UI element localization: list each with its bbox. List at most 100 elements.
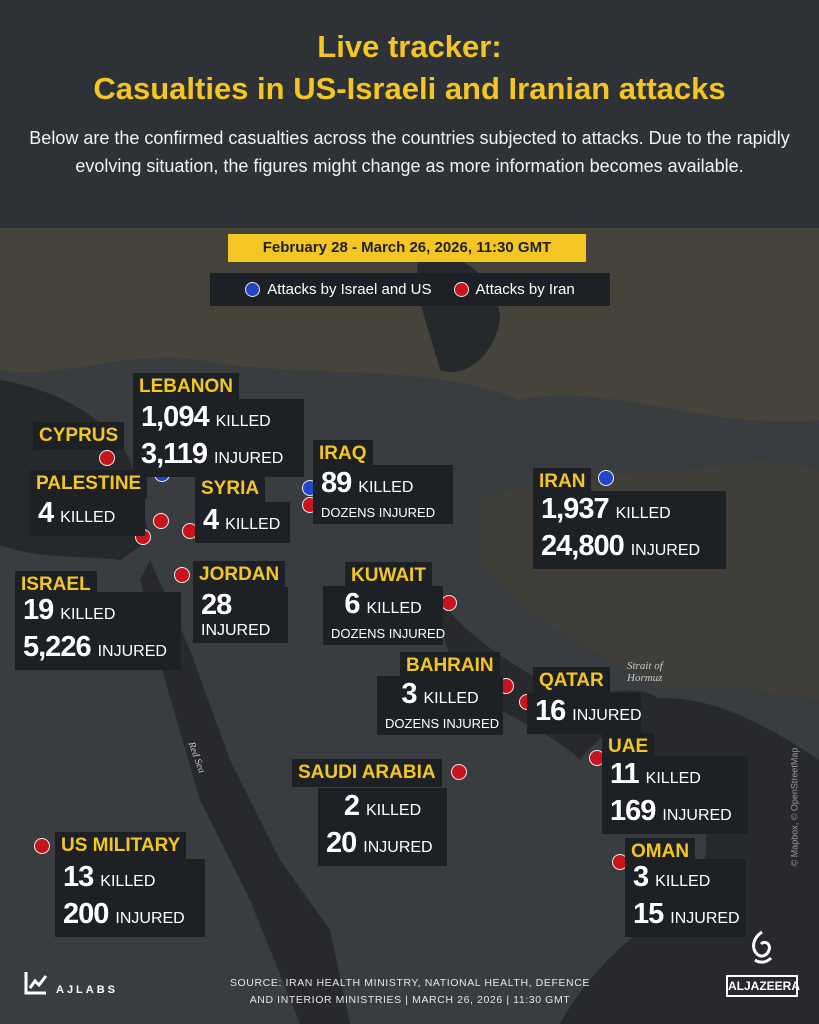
killed-count: 4	[38, 497, 54, 529]
label-bahrain: BAHRAIN	[400, 652, 500, 680]
card-lebanon: 1,094 KILLED 3,119 INJURED	[133, 399, 304, 477]
injured-count: 169	[610, 795, 656, 827]
legend: Attacks by Israel and US Attacks by Iran	[210, 273, 610, 306]
label-kuwait: KUWAIT	[345, 562, 432, 590]
injured-count: 200	[63, 898, 109, 930]
killed-count: 89	[321, 467, 352, 499]
legend-label: Attacks by Iran	[475, 281, 575, 298]
marker-lebanon-iran	[153, 513, 169, 529]
injured-count: 16	[535, 695, 566, 727]
killed-label: KILLED	[423, 690, 479, 707]
label-iraq: IRAQ	[313, 440, 373, 468]
injured-label: INJURED	[201, 622, 271, 639]
legend-label: Attacks by Israel and US	[267, 281, 432, 298]
card-syria: 4 KILLED	[195, 502, 290, 543]
map-credit: © Mapbox, © OpenStreetMap	[789, 747, 800, 867]
killed-label: KILLED	[358, 479, 414, 496]
killed-label: KILLED	[655, 873, 711, 890]
injured-count: 28	[201, 589, 232, 621]
killed-count: 13	[63, 861, 94, 893]
killed-label: KILLED	[225, 516, 281, 533]
label-us-military: US MILITARY	[55, 832, 187, 860]
card-iraq: 89 KILLED DOZENS INJURED	[313, 465, 453, 524]
killed-count: 4	[203, 504, 219, 536]
marker-saudi-iran	[451, 764, 467, 780]
injured-label: DOZENS INJURED	[331, 626, 446, 641]
injured-label: INJURED	[572, 707, 642, 724]
legend-item-israel-us: Attacks by Israel and US	[245, 281, 432, 298]
marker-kuwait-iran	[441, 595, 457, 611]
blue-dot-icon	[245, 282, 261, 297]
ajlabs-logo: AJLABS	[24, 970, 118, 996]
title-line-1: Live tracker:	[317, 29, 502, 64]
killed-count: 1,094	[141, 401, 210, 433]
card-uae: 11 KILLED 169 INJURED	[602, 756, 748, 834]
card-kuwait: 6 KILLED DOZENS INJURED	[323, 586, 446, 645]
killed-label: KILLED	[615, 505, 671, 522]
source-line-2: AND INTERIOR MINISTRIES | MARCH 26, 2026…	[249, 994, 571, 1006]
description: Below are the confirmed casualties acros…	[29, 128, 790, 176]
injured-count: 24,800	[541, 530, 625, 562]
killed-label: KILLED	[366, 802, 422, 819]
injured-count: 15	[633, 898, 664, 930]
label-syria: SYRIA	[195, 475, 266, 503]
label-saudi-arabia: SAUDI ARABIA	[292, 759, 442, 787]
killed-count: 11	[610, 758, 640, 790]
card-bahrain: 3 KILLED DOZENS INJURED	[377, 676, 503, 735]
injured-label: INJURED	[670, 910, 740, 927]
injured-count: 5,226	[23, 631, 92, 663]
date-range-banner: February 28 - March 26, 2026, 11:30 GMT	[228, 234, 586, 262]
injured-label: INJURED	[662, 807, 732, 824]
ajlabs-chart-icon	[24, 972, 48, 995]
card-saudi-arabia: 2 KILLED 20 INJURED	[318, 788, 447, 866]
marker-iran-israel-us	[598, 470, 614, 486]
label-cyprus: CYPRUS	[33, 422, 125, 450]
label-lebanon: LEBANON	[133, 373, 239, 401]
label-qatar: QATAR	[533, 667, 610, 695]
label-palestine: PALESTINE	[30, 470, 148, 498]
killed-count: 1,937	[541, 493, 610, 525]
card-palestine: 4 KILLED	[30, 495, 145, 536]
card-us-military: 13 KILLED 200 INJURED	[55, 859, 205, 937]
legend-item-iran: Attacks by Iran	[453, 281, 575, 298]
killed-label: KILLED	[60, 509, 116, 526]
killed-label: KILLED	[215, 413, 271, 430]
killed-label: KILLED	[366, 600, 422, 617]
killed-count: 3	[633, 861, 649, 893]
card-jordan: 28 INJURED	[193, 587, 288, 643]
aljazeera-wordmark: ALJAZEERA	[726, 975, 800, 997]
killed-count: 19	[23, 594, 54, 626]
strait-of-hormuz-label: Strait of Hormuz	[627, 660, 663, 684]
injured-count: 20	[326, 827, 357, 859]
injured-label: DOZENS INJURED	[321, 505, 436, 520]
marker-jordan-iran	[174, 567, 190, 583]
injured-count: 3,119	[141, 438, 208, 470]
card-oman: 3 KILLED 15 INJURED	[625, 859, 746, 937]
injured-label: INJURED	[213, 450, 284, 467]
injured-label: DOZENS INJURED	[385, 716, 500, 731]
source-text: SOURCE: IRAN HEALTH MINISTRY, NATIONAL H…	[180, 975, 640, 1009]
killed-label: KILLED	[645, 770, 701, 787]
injured-label: INJURED	[115, 910, 185, 927]
killed-count: 3	[401, 678, 417, 710]
killed-count: 6	[344, 588, 360, 620]
injured-label: INJURED	[363, 839, 433, 856]
header: Live tracker: Casualties in US-Israeli a…	[0, 0, 819, 228]
ajlabs-text: AJLABS	[56, 984, 119, 996]
card-qatar: 16 INJURED	[527, 693, 642, 734]
killed-label: KILLED	[60, 606, 116, 623]
card-israel: 19 KILLED 5,226 INJURED	[15, 592, 181, 670]
killed-label: KILLED	[100, 873, 156, 890]
card-iran: 1,937 KILLED 24,800 INJURED	[533, 491, 726, 569]
aljazeera-logo: ALJAZEERA	[726, 930, 800, 997]
killed-count: 2	[343, 790, 360, 822]
injured-label: INJURED	[97, 643, 167, 660]
label-jordan: JORDAN	[193, 561, 286, 589]
injured-label: INJURED	[630, 542, 701, 559]
aljazeera-calligraphy-icon	[752, 930, 773, 964]
page-title: Live tracker: Casualties in US-Israeli a…	[0, 26, 819, 110]
source-line-1: SOURCE: IRAN HEALTH MINISTRY, NATIONAL H…	[229, 977, 591, 989]
red-dot-icon	[453, 282, 469, 297]
marker-cyprus-iran	[99, 450, 115, 466]
strait-line-1: Strait of	[627, 660, 663, 672]
